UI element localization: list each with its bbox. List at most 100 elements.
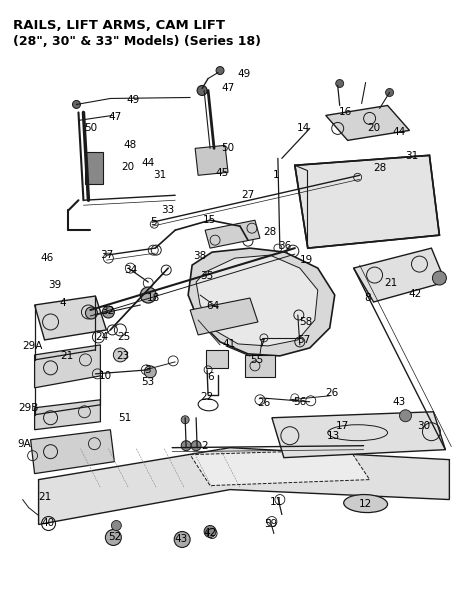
- Text: 3: 3: [144, 365, 151, 375]
- Text: 2: 2: [201, 441, 208, 451]
- Text: 17: 17: [336, 421, 349, 431]
- Text: 29B: 29B: [18, 403, 39, 413]
- Text: 21: 21: [38, 492, 51, 502]
- Text: 52: 52: [108, 532, 121, 543]
- Circle shape: [181, 441, 191, 451]
- Circle shape: [85, 307, 98, 319]
- Circle shape: [204, 526, 216, 537]
- Text: 25: 25: [118, 332, 131, 342]
- Text: 45: 45: [215, 168, 228, 178]
- Bar: [206, 350, 228, 368]
- Circle shape: [144, 366, 156, 378]
- Circle shape: [181, 416, 189, 424]
- Text: 31: 31: [405, 151, 418, 161]
- Polygon shape: [195, 146, 228, 176]
- Polygon shape: [196, 255, 318, 346]
- Ellipse shape: [344, 494, 388, 513]
- Text: 28: 28: [263, 227, 276, 237]
- Text: 64: 64: [207, 301, 219, 311]
- Text: 8: 8: [365, 293, 371, 303]
- Text: 49: 49: [237, 69, 251, 79]
- Text: 33: 33: [162, 205, 175, 216]
- Text: 21: 21: [384, 278, 397, 288]
- Text: 20: 20: [121, 162, 134, 173]
- Text: 30: 30: [417, 421, 430, 431]
- Text: 22: 22: [201, 392, 214, 402]
- Text: 6: 6: [207, 372, 213, 382]
- Text: (28", 30" & 33" Models) (Series 18): (28", 30" & 33" Models) (Series 18): [13, 34, 261, 48]
- Circle shape: [111, 521, 121, 530]
- Circle shape: [105, 529, 121, 545]
- Bar: [85, 152, 103, 184]
- Polygon shape: [326, 106, 410, 141]
- Text: 57: 57: [297, 335, 310, 345]
- Text: 18: 18: [146, 293, 160, 303]
- Text: 56: 56: [293, 397, 306, 407]
- Text: 35: 35: [201, 271, 214, 281]
- Text: 46: 46: [41, 253, 54, 263]
- Text: 50: 50: [221, 143, 235, 154]
- Text: 41: 41: [222, 339, 236, 349]
- Text: 13: 13: [327, 430, 340, 441]
- Text: 59: 59: [264, 518, 277, 529]
- Polygon shape: [190, 449, 370, 486]
- Text: 32: 32: [101, 306, 114, 316]
- Polygon shape: [31, 430, 114, 473]
- Text: 49: 49: [127, 95, 140, 106]
- Text: 20: 20: [367, 123, 380, 133]
- Text: 43: 43: [174, 534, 188, 545]
- Text: 4: 4: [59, 298, 66, 308]
- Bar: [245, 355, 275, 377]
- Text: 9A: 9A: [18, 438, 31, 449]
- Text: 10: 10: [99, 371, 112, 381]
- Circle shape: [432, 271, 447, 285]
- Circle shape: [113, 348, 128, 362]
- Text: 47: 47: [109, 112, 122, 122]
- Text: 38: 38: [193, 251, 207, 261]
- Polygon shape: [35, 400, 100, 430]
- Text: 36: 36: [278, 241, 292, 251]
- Text: 29A: 29A: [22, 341, 43, 351]
- Text: 51: 51: [118, 413, 131, 423]
- Text: 48: 48: [124, 141, 137, 150]
- Text: 34: 34: [124, 265, 137, 275]
- Polygon shape: [190, 298, 258, 335]
- Text: 5: 5: [150, 217, 156, 227]
- Circle shape: [385, 88, 393, 96]
- Circle shape: [336, 80, 344, 88]
- Circle shape: [140, 287, 156, 303]
- Text: 23: 23: [117, 351, 130, 361]
- Circle shape: [216, 66, 224, 74]
- Text: 21: 21: [60, 351, 73, 361]
- Text: 12: 12: [359, 499, 372, 508]
- Text: 27: 27: [241, 190, 255, 200]
- Text: 1: 1: [273, 170, 279, 181]
- Polygon shape: [205, 220, 260, 248]
- Text: 16: 16: [339, 107, 352, 117]
- Text: 19: 19: [300, 255, 313, 265]
- Polygon shape: [354, 248, 446, 302]
- Text: 44: 44: [142, 158, 155, 168]
- Text: 47: 47: [221, 84, 235, 93]
- Polygon shape: [295, 155, 439, 248]
- Text: 42: 42: [409, 289, 422, 299]
- Text: 40: 40: [41, 518, 54, 527]
- Text: 11: 11: [270, 497, 283, 507]
- Text: 15: 15: [202, 215, 216, 225]
- Circle shape: [174, 532, 190, 548]
- Text: 26: 26: [257, 398, 271, 408]
- Text: 31: 31: [154, 170, 167, 181]
- Text: 7: 7: [257, 339, 264, 349]
- Text: 37: 37: [100, 250, 113, 260]
- Polygon shape: [188, 248, 335, 356]
- Text: 42: 42: [203, 529, 217, 538]
- Text: 43: 43: [393, 397, 406, 407]
- Polygon shape: [38, 448, 449, 524]
- Text: RAILS, LIFT ARMS, CAM LIFT: RAILS, LIFT ARMS, CAM LIFT: [13, 18, 225, 32]
- Text: 53: 53: [142, 377, 155, 387]
- Text: 50: 50: [84, 123, 97, 133]
- Text: 28: 28: [373, 163, 386, 173]
- Circle shape: [191, 441, 201, 451]
- Text: 26: 26: [325, 388, 338, 398]
- Polygon shape: [35, 345, 100, 388]
